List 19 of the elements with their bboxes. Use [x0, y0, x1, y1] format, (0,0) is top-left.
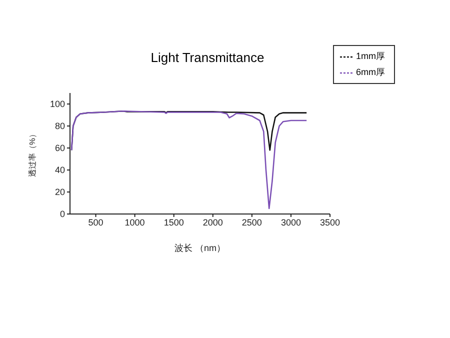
x-tick-label: 1000 [124, 217, 145, 228]
x-tick-label: 1500 [164, 217, 184, 228]
line-series [70, 110, 308, 210]
y-tick-label: 100 [50, 99, 65, 110]
x-tick-label: 2000 [202, 217, 223, 228]
y-tick-label: 20 [54, 187, 65, 198]
legend-label: 6mm厚 [356, 66, 385, 79]
y-axis-title: 透过率（%） [28, 130, 37, 178]
x-tick-label: 3000 [280, 217, 301, 228]
y-tick-label: 60 [54, 143, 65, 154]
x-tick-label: 2500 [242, 217, 262, 228]
x-tick-label: 3500 [320, 217, 340, 228]
legend-label: 1mm厚 [356, 50, 385, 63]
y-tick-label: 40 [54, 165, 65, 176]
chart-title: Light Transmittance [150, 50, 266, 65]
y-tick-label: 0 [60, 209, 65, 220]
y-tick-label: 80 [54, 121, 65, 132]
x-axis-title: 波长 （nm） [174, 243, 226, 253]
x-tick-label: 500 [88, 217, 104, 228]
